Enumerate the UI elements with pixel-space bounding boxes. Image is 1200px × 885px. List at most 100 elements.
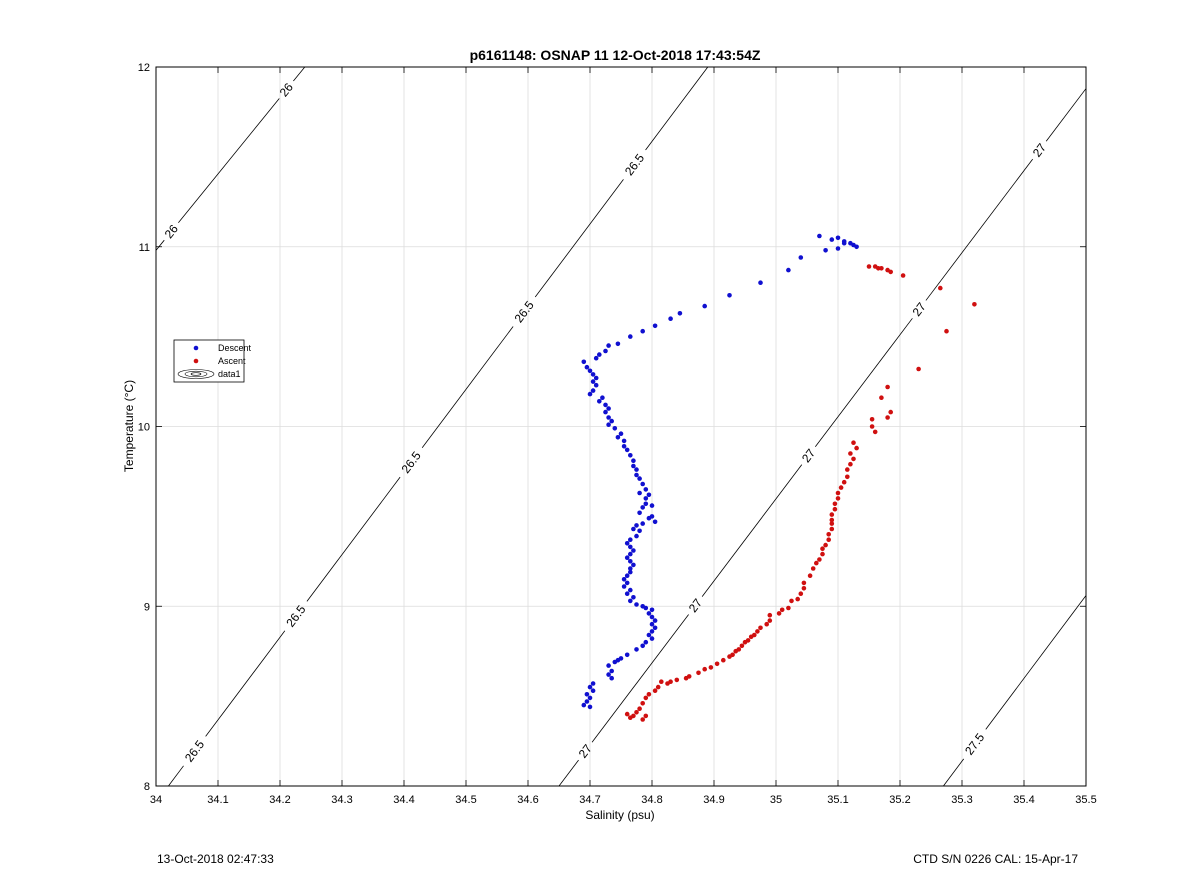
descent-point	[597, 352, 602, 357]
ascent-point	[733, 648, 738, 654]
descent-point	[835, 235, 841, 241]
contour-segment	[421, 326, 514, 448]
series-descent	[581, 233, 859, 710]
ascent-point	[838, 485, 844, 490]
descent-point	[649, 607, 655, 613]
descent-point	[590, 379, 596, 384]
ascent-point	[674, 677, 680, 683]
series-ascent	[624, 264, 977, 722]
descent-point	[634, 467, 639, 472]
descent-point	[628, 566, 633, 571]
descent-point	[618, 431, 624, 437]
ascent-point	[786, 605, 791, 611]
ascent-point	[817, 557, 822, 562]
descent-point	[621, 444, 627, 449]
descent-point	[640, 328, 645, 334]
y-tick-label: 11	[139, 242, 150, 254]
descent-point	[652, 323, 658, 329]
descent-point	[606, 406, 611, 411]
ascent-point	[643, 713, 649, 719]
ascent-point	[829, 512, 835, 517]
descent-point	[835, 246, 841, 251]
ascent-point	[879, 395, 884, 401]
contour-segment	[178, 98, 280, 224]
contour-segment	[534, 179, 624, 298]
x-tick-label: 35.4	[1013, 794, 1034, 806]
ascent-point	[655, 684, 661, 690]
descent-point	[823, 248, 828, 253]
x-tick-label: 34.6	[517, 794, 538, 806]
contour-segment	[701, 464, 803, 597]
ascent-point	[900, 273, 906, 278]
descent-point	[590, 681, 596, 686]
descent-point	[727, 293, 732, 298]
descent-point	[631, 562, 636, 568]
legend: Descent Ascent data1	[173, 339, 252, 383]
ascent-point	[702, 666, 707, 672]
descent-point	[593, 382, 599, 388]
x-tick-label: 34.7	[579, 794, 600, 806]
descent-point	[624, 591, 630, 596]
descent-point	[640, 505, 645, 510]
descent-point	[646, 632, 652, 638]
descent-point	[587, 684, 593, 690]
ascent-point	[646, 692, 652, 697]
legend-marker-ascent	[193, 358, 199, 364]
contour-segment	[985, 595, 1087, 730]
descent-point	[649, 629, 655, 634]
legend-contour-icon	[177, 369, 215, 379]
descent-point	[606, 343, 611, 348]
descent-point	[624, 447, 630, 453]
descent-point	[621, 577, 627, 582]
descent-point	[798, 255, 804, 260]
descent-point	[628, 551, 633, 557]
ascent-point	[888, 269, 893, 275]
descent-point	[590, 372, 596, 377]
ascent-point	[628, 715, 633, 720]
ascent-point	[820, 546, 825, 551]
descent-point	[581, 359, 587, 365]
contour-segment	[155, 239, 165, 251]
descent-point	[587, 391, 593, 397]
descent-point	[609, 418, 614, 424]
descent-point	[628, 598, 633, 604]
descent-point	[637, 528, 642, 534]
print-timestamp: 13-Oct-2018 02:47:33	[157, 852, 274, 866]
contour-segment	[645, 66, 709, 151]
ascent-point	[826, 532, 831, 537]
descent-point	[624, 541, 630, 546]
ascent-point	[742, 639, 748, 645]
descent-point	[615, 435, 621, 440]
ascent-point	[764, 621, 769, 627]
contour-segment	[205, 630, 286, 737]
y-axis-label: Temperature (°C)	[122, 380, 136, 472]
ascent-point	[798, 591, 804, 596]
x-tick-label: 34.1	[207, 794, 228, 806]
ascent-point	[823, 542, 828, 548]
descent-point	[634, 602, 639, 607]
descent-point	[634, 533, 639, 539]
ascent-point	[801, 580, 807, 586]
descent-point	[628, 587, 633, 593]
contour-segment	[293, 66, 306, 82]
legend-label-ascent: Ascent	[218, 356, 246, 366]
ascent-point	[845, 467, 850, 472]
descent-point	[637, 510, 642, 516]
legend-marker-descent	[193, 345, 199, 351]
ascent-point	[810, 566, 816, 571]
ascent-point	[888, 409, 893, 415]
ascent-point	[869, 417, 875, 422]
descent-point	[593, 375, 599, 381]
descent-point	[628, 334, 633, 339]
x-tick-label: 34.3	[331, 794, 352, 806]
descent-point	[612, 659, 618, 665]
x-tick-label: 35.1	[827, 794, 848, 806]
ascent-point	[779, 607, 785, 613]
descent-point	[609, 675, 614, 681]
descent-point	[637, 476, 642, 481]
ascent-point	[848, 451, 853, 456]
descent-point	[603, 348, 608, 354]
descent-point	[628, 569, 633, 575]
descent-point	[584, 364, 590, 370]
